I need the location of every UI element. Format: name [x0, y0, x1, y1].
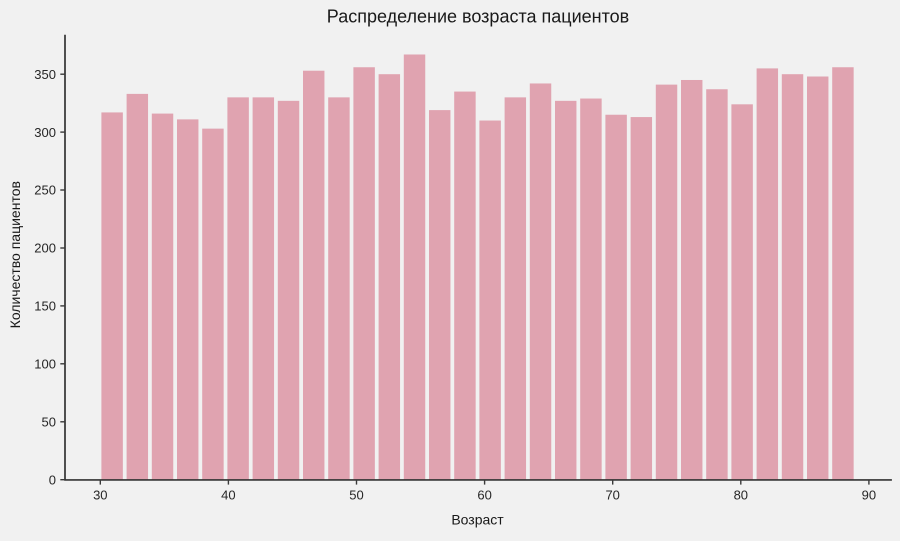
svg-text:90: 90: [862, 488, 876, 503]
svg-text:Распределение возраста пациент: Распределение возраста пациентов: [327, 7, 629, 27]
svg-text:250: 250: [34, 183, 56, 198]
svg-text:Количество пациентов: Количество пациентов: [7, 181, 23, 328]
svg-text:350: 350: [34, 67, 56, 82]
svg-text:Возраст: Возраст: [451, 511, 504, 527]
svg-text:0: 0: [49, 472, 56, 487]
svg-text:150: 150: [34, 299, 56, 314]
svg-text:30: 30: [93, 488, 107, 503]
svg-text:100: 100: [34, 357, 56, 372]
svg-text:50: 50: [42, 415, 56, 430]
svg-text:70: 70: [605, 488, 619, 503]
svg-text:50: 50: [349, 488, 363, 503]
svg-text:80: 80: [734, 488, 748, 503]
svg-text:200: 200: [34, 241, 56, 256]
svg-text:40: 40: [221, 488, 235, 503]
svg-text:60: 60: [477, 488, 491, 503]
svg-text:300: 300: [34, 125, 56, 140]
